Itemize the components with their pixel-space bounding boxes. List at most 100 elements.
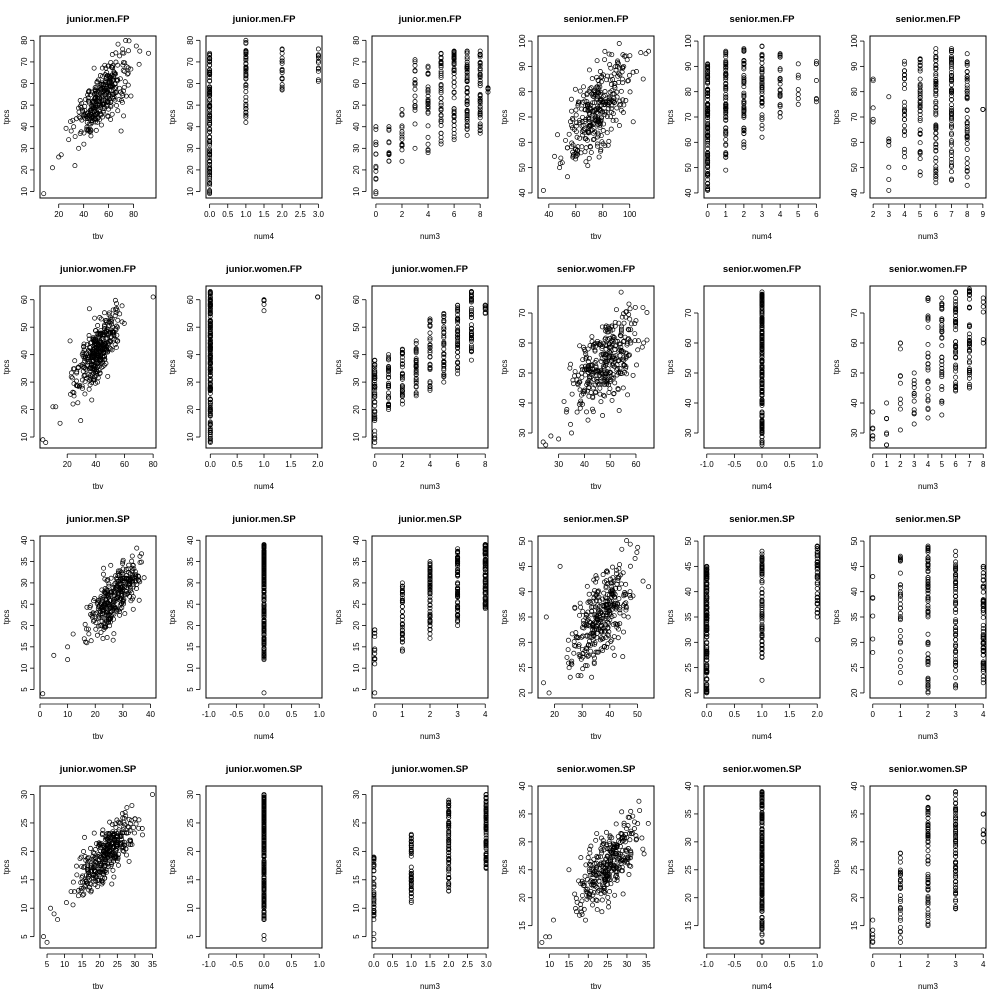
x-tick-label: -1.0 [202, 710, 216, 719]
scatter-point [611, 390, 617, 396]
scatter-point [586, 101, 592, 107]
y-tick-label: 25 [352, 599, 361, 608]
scatter-point [741, 92, 747, 98]
scatter-point [583, 159, 589, 165]
x-tick-label: 50 [606, 460, 615, 469]
scatter-point [120, 561, 126, 566]
scatter-point [723, 87, 729, 93]
x-tick-label: 3 [912, 460, 917, 469]
scatter-point [615, 386, 621, 392]
scatter-point [933, 135, 939, 141]
scatter-point [464, 67, 470, 73]
scatter-point [594, 376, 600, 382]
scatter-point [115, 108, 121, 114]
scatter-point [68, 128, 74, 134]
scatter-point [586, 155, 592, 161]
y-tick-label: 25 [20, 599, 29, 608]
scatter-point [67, 338, 73, 344]
scatter-point [477, 104, 483, 110]
scatter-point [594, 58, 600, 64]
scatter-point [207, 104, 213, 110]
scatter-point [759, 112, 765, 118]
scatter-point [92, 87, 98, 93]
scatter-point [96, 338, 102, 344]
y-tick-label: 10 [20, 432, 29, 441]
scatter-point [565, 637, 571, 643]
scatter-point [705, 132, 711, 138]
scatter-point [94, 351, 100, 356]
scatter-point [85, 110, 91, 116]
scatter-point [623, 600, 629, 606]
scatter-point [373, 168, 379, 174]
y-tick-label: 10 [186, 187, 195, 196]
scatter-point [795, 75, 801, 81]
scatter-point [92, 374, 98, 380]
scatter-point [581, 84, 586, 90]
plot-frame [703, 285, 821, 449]
y-tick-label: 45 [518, 561, 527, 570]
scatter-point [261, 593, 267, 598]
scatter-point [964, 128, 970, 134]
scatter-point [884, 415, 890, 421]
scatter-point [917, 105, 923, 110]
plot-frame [371, 35, 489, 199]
scatter-point [279, 58, 285, 64]
x-tick-label: 60 [120, 460, 129, 469]
scatter-point [122, 79, 128, 85]
scatter-point [632, 304, 638, 310]
scatter-point [110, 603, 116, 609]
scatter-point [207, 304, 213, 310]
scatter-point [427, 566, 433, 572]
scatter-point [386, 384, 392, 390]
data-points [540, 41, 652, 193]
scatter-point [741, 101, 747, 107]
scatter-point [372, 436, 378, 442]
scatter-point [126, 48, 131, 54]
scatter-point [441, 324, 447, 330]
scatter-point [612, 85, 618, 91]
scatter-point [614, 355, 620, 361]
scatter-point [596, 120, 602, 126]
scatter-point [617, 366, 623, 372]
scatter-point [616, 79, 622, 85]
y-tick-label: 15 [20, 642, 29, 651]
scatter-point [98, 596, 104, 602]
scatter-point [566, 665, 572, 671]
scatter-point [610, 362, 616, 368]
scatter-point [127, 580, 133, 586]
scatter-point [897, 401, 903, 406]
y-tick-label: 50 [518, 163, 527, 172]
scatter-point [373, 126, 379, 132]
scatter-point [207, 313, 213, 319]
scatter-point [99, 614, 105, 620]
scatter-point [741, 144, 747, 150]
scatter-point [69, 370, 74, 376]
scatter-point [620, 97, 626, 103]
scatter-point [399, 635, 405, 641]
scatter-point [939, 306, 945, 312]
scatter-point [427, 335, 433, 341]
scatter-point [723, 70, 729, 76]
scatter-point [953, 382, 959, 388]
scatter-point [576, 643, 582, 649]
scatter-point [455, 359, 461, 365]
scatter-point [591, 661, 597, 667]
scatter-point [53, 404, 59, 410]
scatter-point [580, 666, 586, 672]
y-tick-label: 50 [850, 163, 859, 172]
scatter-point [795, 61, 801, 67]
scatter-point [902, 106, 907, 112]
scatter-point [723, 65, 729, 71]
scatter-point [477, 83, 483, 89]
scatter-point [795, 91, 801, 97]
scatter-point [615, 58, 621, 64]
scatter-point [372, 371, 378, 377]
scatter-point [399, 390, 405, 396]
scatter-point [207, 84, 213, 90]
scatter-point [614, 367, 620, 373]
scatter-point [949, 115, 954, 121]
scatter-point [482, 596, 488, 602]
y-tick-label: 30 [352, 143, 361, 152]
scatter-point [949, 121, 954, 127]
scatter-point [741, 112, 747, 118]
